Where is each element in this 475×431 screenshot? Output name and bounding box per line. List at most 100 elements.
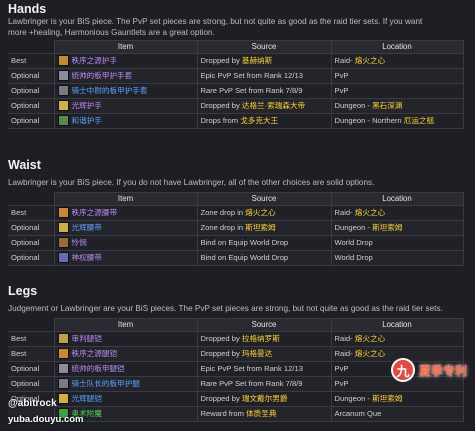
item-link[interactable]: 骑士中尉的板甲护手套 (71, 86, 148, 95)
location-cell: Raid- 熔火之心 (330, 330, 464, 347)
section-description: more +healing, Harmonious Gauntlets are … (8, 28, 215, 37)
table-row: Optional 统帅的板甲护手套 Epic PvP Set from Rank 1… (8, 67, 464, 84)
item-link[interactable]: 光辉腿铠 (71, 394, 102, 403)
item-link[interactable]: 审判腿铠 (71, 334, 102, 343)
item-cell: 和谐护手 (53, 112, 198, 129)
location-text: PvP (334, 86, 349, 95)
section-title: Hands (8, 2, 47, 16)
item-icon (57, 115, 69, 126)
location-text: PvP (334, 71, 349, 80)
item-cell: 光辉腿铠 (53, 390, 198, 407)
column-header-source: Source (196, 318, 332, 332)
item-link[interactable]: 光辉护手 (71, 101, 102, 110)
item-link[interactable]: 奥术附魔 (71, 409, 102, 418)
item-link[interactable]: 和谐护手 (71, 116, 102, 125)
item-link[interactable]: 怜悯 (71, 238, 87, 247)
location-link[interactable]: 熔火之心 (354, 208, 386, 217)
legs-table: Item Source Location Best 审判腿铠 Dropped by … (8, 318, 464, 422)
item-icon (57, 222, 69, 233)
location-link[interactable]: 熔火之心 (354, 349, 386, 358)
source-text: Rare PvP Set from Rank 7/8/9 (200, 86, 303, 95)
source-text: Dropped by (200, 394, 242, 403)
item-icon (57, 252, 69, 263)
slot-label: Best (8, 345, 55, 362)
item-cell: 奥术附魔 (53, 405, 198, 422)
item-cell: 神权腰带 (53, 249, 198, 266)
location-cell: PvP (330, 67, 464, 84)
location-cell: World Drop (330, 249, 464, 266)
source-text: Epic PvP Set from Rank 12/13 (200, 364, 303, 373)
location-text: Dungeon - (334, 394, 373, 403)
slot-label: Optional (8, 82, 55, 99)
location-cell: Raid- 熔火之心 (330, 345, 464, 362)
item-link[interactable]: 秩序之源腿铠 (71, 349, 118, 358)
slot-label: Optional (8, 112, 55, 129)
location-cell: Raid- 熔火之心 (330, 52, 464, 69)
item-link[interactable]: 光辉腰带 (71, 223, 102, 232)
source-link[interactable]: 基赫纳斯 (241, 56, 273, 65)
column-header-source: Source (196, 40, 332, 54)
table-row: Optional 骑士队长的板甲护腿 Rare PvP Set from Rank … (8, 375, 464, 392)
section-description: Judgement or Lawbringer are your BiS pie… (8, 304, 443, 313)
site-logo: 九 夏季专利 (390, 358, 467, 382)
item-cell: 光辉护手 (53, 97, 198, 114)
item-icon (57, 393, 69, 404)
source-cell: Zone drop in 斯坦索姆 (196, 219, 332, 236)
item-link[interactable]: 骑士队长的板甲护腿 (71, 379, 140, 388)
slot-label: Best (8, 52, 55, 69)
item-link[interactable]: 秩序之源腰带 (71, 208, 118, 217)
location-text: Raid- (334, 56, 355, 65)
slot-label: Optional (8, 234, 55, 251)
location-text: Dungeon - (334, 101, 373, 110)
slot-label: Optional (8, 67, 55, 84)
location-text: Dungeon - (334, 223, 373, 232)
location-text: Dungeon - Northern (334, 116, 404, 125)
item-link[interactable]: 神权腰带 (71, 253, 102, 262)
source-text: Zone drop in (200, 223, 246, 232)
table-row: 奥术附魔 Reward from 体质圣典 Arcanum Que (8, 405, 464, 422)
table-row: Optional 怜悯 Bind on Equip World Drop World … (8, 234, 464, 251)
source-text: Dropped by (200, 56, 242, 65)
slot-label: Optional (8, 97, 55, 114)
source-text: Bind on Equip World Drop (200, 253, 289, 262)
source-link[interactable]: 达格兰·索瑞森大帝 (241, 101, 306, 110)
slot-label: Optional (8, 360, 55, 377)
item-cell: 秩序之源护手 (53, 52, 198, 69)
source-link[interactable]: 玛格曼达 (241, 349, 273, 358)
source-cell: Epic PvP Set from Rank 12/13 (196, 360, 332, 377)
source-link[interactable]: 熔火之心 (245, 208, 276, 217)
item-icon (57, 363, 69, 374)
source-text: Zone drop in (200, 208, 246, 217)
item-link[interactable]: 秩序之源护手 (71, 56, 118, 65)
table-row: Optional 光辉腿铠 Dropped by 瑞文戴尔男爵 Dungeon - 斯… (8, 390, 464, 407)
source-link[interactable]: 戈多克大王 (240, 116, 279, 125)
location-link[interactable]: 熔火之心 (354, 334, 386, 343)
column-header-item: Item (53, 40, 198, 54)
location-link[interactable]: 斯坦索姆 (372, 394, 403, 403)
source-link[interactable]: 体质圣典 (246, 409, 277, 418)
source-link[interactable]: 斯坦索姆 (245, 223, 276, 232)
source-link[interactable]: 瑞文戴尔男爵 (241, 394, 288, 403)
location-cell: Raid- 熔火之心 (330, 204, 464, 221)
item-icon (57, 237, 69, 248)
source-cell: Dropped by 瑞文戴尔男爵 (196, 390, 332, 407)
item-link[interactable]: 统帅的板甲护手套 (71, 71, 133, 80)
item-link[interactable]: 统帅的板甲腿铠 (71, 364, 125, 373)
source-cell: Zone drop in 熔火之心 (196, 204, 332, 221)
column-header-location: Location (330, 192, 464, 206)
location-text: World Drop (334, 238, 373, 247)
location-text: Raid- (334, 334, 355, 343)
table-row: Optional 光辉腰带 Zone drop in 斯坦索姆 Dungeon - 斯… (8, 219, 464, 236)
item-cell: 统帅的板甲护手套 (53, 67, 198, 84)
source-link[interactable]: 拉格纳罗斯 (241, 334, 280, 343)
location-link[interactable]: 熔火之心 (354, 56, 386, 65)
item-cell: 骑士队长的板甲护腿 (53, 375, 198, 392)
location-link[interactable]: 斯坦索姆 (372, 223, 403, 232)
location-text: PvP (334, 379, 349, 388)
location-link[interactable]: 黑石深渊 (372, 101, 403, 110)
location-link[interactable]: 厄运之槌 (403, 116, 435, 125)
source-cell: Dropped by 玛格曼达 (196, 345, 332, 362)
item-icon (57, 70, 69, 81)
location-cell: Dungeon - Northern 厄运之槌 (330, 112, 464, 129)
item-cell: 审判腿铠 (53, 330, 198, 347)
